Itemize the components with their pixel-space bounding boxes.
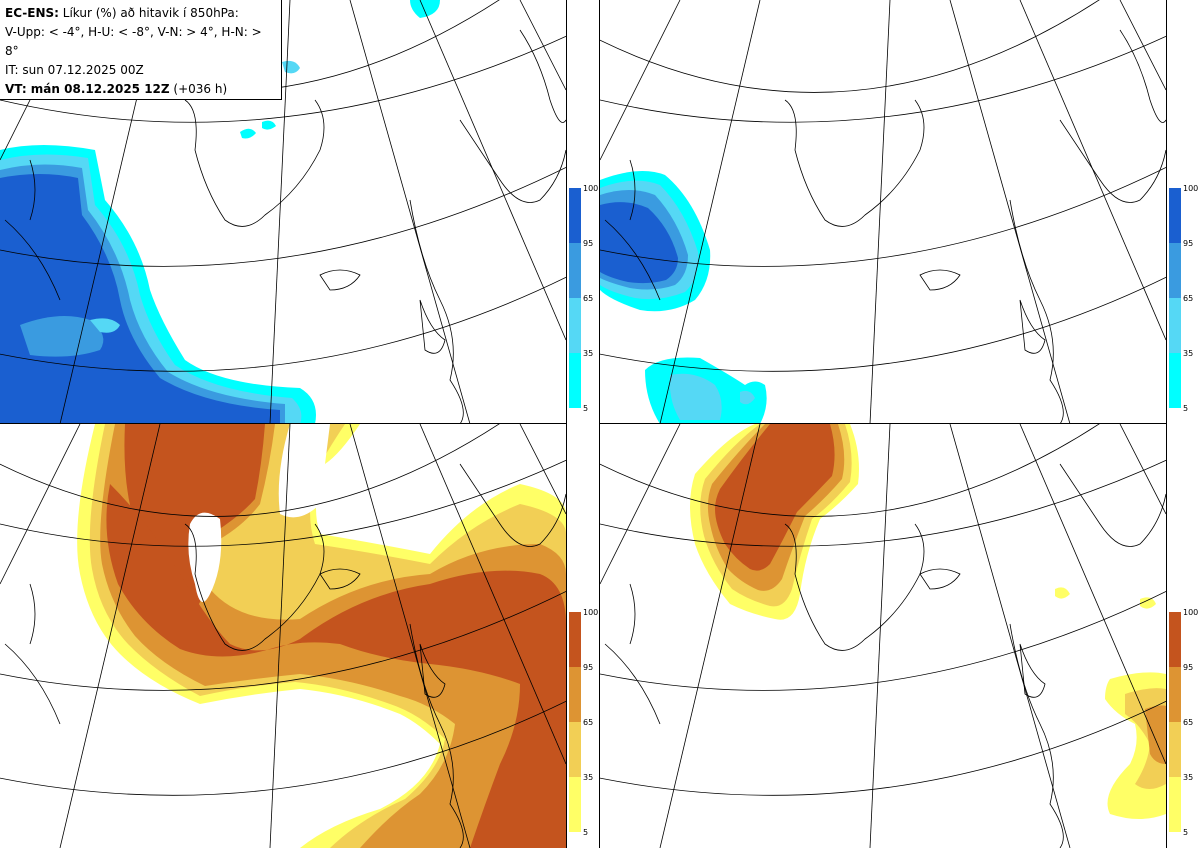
panel-divider-right (600, 423, 1166, 424)
cbar-tick-35: 35 (583, 349, 594, 358)
panel-divider-left (0, 423, 566, 424)
model-label: EC-ENS: (5, 6, 59, 20)
cbar-tick-35: 35 (1183, 349, 1194, 358)
cbar-tick-65: 65 (1183, 718, 1194, 727)
cbar-tick-100: 100 (1183, 608, 1199, 617)
panel-border-right (1166, 0, 1167, 848)
cbar-tick-65: 65 (583, 294, 594, 303)
map-panel-top-left: EC-ENS: Líkur (%) að hitavik í 850hPa: V… (0, 0, 566, 424)
probability-map-warm-8 (600, 424, 1166, 848)
map-title: Líkur (%) að hitavik í 850hPa: (62, 6, 239, 20)
info-box: EC-ENS: Líkur (%) að hitavik í 850hPa: V… (0, 0, 282, 100)
valid-time: VT: mán 08.12.2025 12Z (5, 82, 170, 96)
cbar-tick-5: 5 (1183, 404, 1189, 413)
cbar-tick-35: 35 (1183, 773, 1194, 782)
cbar-tick-5: 5 (583, 828, 589, 837)
map-panel-bottom-left (0, 424, 566, 848)
cbar-tick-5: 5 (583, 404, 589, 413)
colorbar-cold-right (1169, 188, 1181, 408)
panel-border-middle (599, 0, 600, 848)
map-panel-top-right (600, 0, 1166, 424)
cbar-tick-65: 65 (583, 718, 594, 727)
probability-map-cold-4 (0, 0, 566, 424)
cbar-tick-95: 95 (583, 239, 594, 248)
cbar-tick-95: 95 (1183, 239, 1194, 248)
cbar-tick-95: 95 (1183, 663, 1194, 672)
issue-time: IT: sun 07.12.2025 00Z (5, 63, 144, 77)
threshold-legend: V-Upp: < -4°, H-U: < -8°, V-N: > 4°, H-N… (5, 25, 262, 58)
colorbar-warm-left (569, 612, 581, 832)
map-panel-bottom-right (600, 424, 1166, 848)
cbar-tick-5: 5 (1183, 828, 1189, 837)
cbar-tick-35: 35 (583, 773, 594, 782)
colorbar-warm-right (1169, 612, 1181, 832)
probability-map-cold-8 (600, 0, 1166, 424)
colorbar-cold-left (569, 188, 581, 408)
cbar-tick-100: 100 (583, 184, 599, 193)
panel-border-left (566, 0, 567, 848)
cbar-tick-95: 95 (583, 663, 594, 672)
cbar-tick-65: 65 (1183, 294, 1194, 303)
cbar-tick-100: 100 (1183, 184, 1199, 193)
cbar-tick-100: 100 (583, 608, 599, 617)
probability-map-warm-4 (0, 424, 566, 848)
forecast-hour: (+036 h) (169, 82, 228, 96)
